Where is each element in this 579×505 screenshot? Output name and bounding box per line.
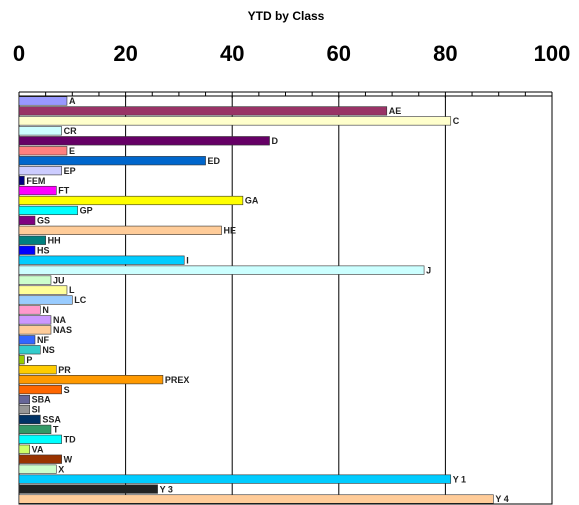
bar-label-n: N bbox=[42, 305, 49, 315]
bar-label-j: J bbox=[426, 265, 431, 275]
bar-label-ju: JU bbox=[53, 275, 65, 285]
bar-label-ed: ED bbox=[208, 156, 221, 166]
plot-area: AAECCRDEEDEPFEMFTGAGPGSHEHHHSIJJULLCNNAN… bbox=[18, 91, 553, 505]
bar-ep bbox=[18, 166, 62, 176]
bar-prex bbox=[18, 375, 164, 385]
bar-label-lc: LC bbox=[74, 295, 86, 305]
bar-s bbox=[18, 384, 62, 395]
bar-i bbox=[18, 255, 185, 265]
x-tick-label-60: 60 bbox=[327, 41, 351, 66]
bar-label-he: HE bbox=[224, 226, 237, 236]
bar-y-1 bbox=[18, 474, 452, 484]
bar-ssa bbox=[18, 414, 41, 424]
bar-label-gs: GS bbox=[37, 216, 50, 226]
bar-label-td: TD bbox=[64, 435, 76, 445]
bar-ae bbox=[18, 106, 388, 116]
bar-label-prex: PREX bbox=[165, 375, 190, 385]
bar-label-gp: GP bbox=[80, 206, 93, 216]
bar-label-na: NA bbox=[53, 315, 66, 325]
bar-nas bbox=[18, 325, 52, 335]
bar-hh bbox=[18, 235, 46, 245]
bar-label-a: A bbox=[69, 96, 76, 106]
bar-label-d: D bbox=[272, 136, 279, 146]
bar-label-s: S bbox=[64, 385, 70, 395]
bar-label-t: T bbox=[53, 425, 59, 435]
bar-e bbox=[18, 146, 68, 156]
bar-label-ga: GA bbox=[245, 196, 259, 206]
bar-label-pr: PR bbox=[58, 365, 71, 375]
bar-label-nf: NF bbox=[37, 335, 49, 345]
bar-label-fem: FEM bbox=[26, 176, 45, 186]
bar-sba bbox=[18, 394, 30, 405]
bar-ft bbox=[18, 185, 57, 196]
x-tick-label-40: 40 bbox=[220, 41, 244, 66]
bar-label-y-4: Y 4 bbox=[495, 494, 508, 504]
bar-y-3 bbox=[18, 484, 158, 494]
bar-label-ft: FT bbox=[58, 186, 69, 196]
bar-y-4 bbox=[18, 494, 494, 504]
bar-label-i: I bbox=[186, 255, 189, 265]
bar-label-ep: EP bbox=[64, 166, 76, 176]
x-tick-label-100: 100 bbox=[534, 41, 571, 66]
bar-label-va: VA bbox=[32, 444, 44, 454]
bar-ju bbox=[18, 275, 52, 285]
bar-label-c: C bbox=[453, 116, 460, 126]
bar-c bbox=[18, 116, 452, 126]
bar-td bbox=[18, 434, 62, 444]
bar-nf bbox=[18, 335, 36, 345]
bar-l bbox=[18, 285, 68, 295]
bar-label-y-1: Y 1 bbox=[453, 474, 466, 484]
bar-fem bbox=[18, 176, 25, 186]
bar-pr bbox=[18, 365, 57, 375]
bar-ns bbox=[18, 345, 41, 355]
bar-label-ssa: SSA bbox=[42, 415, 61, 425]
bar-gs bbox=[18, 215, 36, 225]
x-tick-labels: 0 20 40 60 80 100 bbox=[13, 41, 570, 66]
bar-si bbox=[18, 404, 30, 415]
bar-na bbox=[18, 315, 52, 325]
bar-lc bbox=[18, 295, 73, 305]
bar-cr bbox=[18, 126, 62, 136]
x-tick-label-80: 80 bbox=[433, 41, 457, 66]
bar-label-hs: HS bbox=[37, 245, 50, 255]
bar-x bbox=[18, 464, 57, 474]
chart-subtitle: YTD by Class bbox=[248, 9, 325, 23]
bar-label-sba: SBA bbox=[32, 395, 52, 405]
bar-label-e: E bbox=[69, 146, 75, 156]
bar-hs bbox=[18, 245, 36, 255]
bar-label-cr: CR bbox=[64, 126, 77, 136]
bar-ga bbox=[18, 195, 244, 206]
bar-label-w: W bbox=[64, 454, 73, 464]
bar-p bbox=[18, 355, 25, 365]
bar-label-hh: HH bbox=[48, 235, 61, 245]
bar-label-nas: NAS bbox=[53, 325, 72, 335]
bar-gp bbox=[18, 205, 78, 216]
bar-label-y-3: Y 3 bbox=[160, 484, 173, 494]
bar-label-ns: NS bbox=[42, 345, 55, 355]
bar-n bbox=[18, 305, 41, 315]
bar-label-x: X bbox=[58, 464, 64, 474]
bar-he bbox=[18, 225, 222, 235]
bar-j bbox=[18, 265, 425, 275]
bar-label-l: L bbox=[69, 285, 75, 295]
x-tick-label-20: 20 bbox=[113, 41, 137, 66]
x-tick-label-0: 0 bbox=[13, 41, 25, 66]
bar-a bbox=[18, 96, 68, 106]
bar-label-ae: AE bbox=[389, 106, 402, 116]
bar-va bbox=[18, 444, 30, 454]
bar-t bbox=[18, 424, 52, 434]
bar-ed bbox=[18, 156, 206, 166]
bar-w bbox=[18, 454, 62, 464]
bar-d bbox=[18, 136, 270, 146]
bar-label-si: SI bbox=[32, 405, 41, 415]
bar-label-p: P bbox=[26, 355, 32, 365]
